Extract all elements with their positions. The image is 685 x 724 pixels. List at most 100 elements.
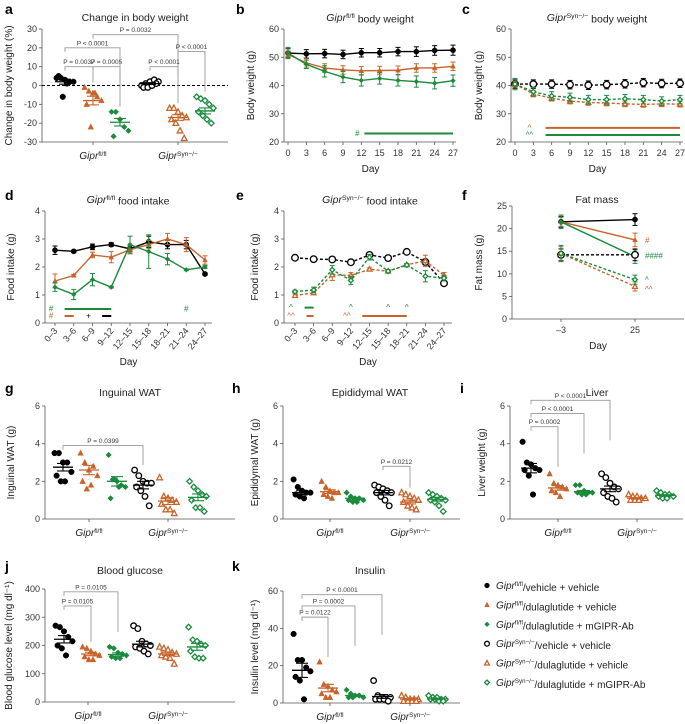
data-point: [340, 74, 346, 80]
genotype-superscript: fl/fl: [335, 712, 344, 719]
significance-annotation: ^: [349, 303, 353, 312]
significance-annotation: ^^: [343, 312, 407, 321]
x-axis-label: Day: [589, 341, 607, 352]
gene-name: Gipr: [390, 712, 410, 723]
y-tick-label: 2: [35, 476, 40, 486]
y-tick-label: 3: [35, 234, 40, 244]
data-point: [402, 247, 411, 256]
legend: Giprfl/fl/vehicle + vehicle Giprfl/fl/dul…: [483, 581, 646, 691]
data-group: [424, 488, 450, 516]
group-label: Giprfl/fl: [75, 528, 103, 539]
legend-item: Giprfl/fl/vehicle + vehicle: [484, 581, 600, 594]
data-point: [412, 696, 421, 705]
y-axis-label: Food intake (g): [250, 233, 261, 300]
y-tick-label: 200: [25, 641, 40, 651]
x-tick-label: 0–3: [282, 326, 299, 344]
significance-bracket: [177, 51, 206, 92]
p-value-label: P = 0.0105: [62, 598, 94, 605]
data-group: [185, 477, 211, 516]
panel-title: Giprfl/fl body weight: [326, 12, 414, 26]
data-point: [328, 494, 336, 501]
data-point: [110, 645, 117, 652]
series-line: [560, 252, 636, 288]
data-point: [307, 668, 314, 675]
y-tick-label: 0: [500, 514, 505, 524]
data-point: [91, 89, 99, 96]
legend-label: Giprfl/fl/dulaglutide + vehicle: [496, 600, 617, 613]
panel-j: j Blood glucose 0 100 200 300 400 Blood glucose…: [4, 558, 235, 722]
p-value-label: P < 0.0001: [555, 393, 587, 400]
data-point: [435, 502, 443, 510]
data-point: [300, 495, 308, 502]
data-point: [207, 119, 215, 127]
data-point: [676, 79, 684, 88]
gene-name: Gipr: [496, 620, 516, 631]
x-tick-label: 24: [657, 148, 667, 158]
data-point: [87, 481, 95, 488]
data-point: [608, 494, 616, 502]
data-point: [197, 94, 205, 103]
data-point: [431, 47, 438, 54]
gene-name: Gipr: [326, 12, 346, 24]
treatment-label: /dulaglutide + vehicle: [535, 661, 629, 672]
data-point: [290, 476, 297, 483]
significance-annotation: ^^: [287, 312, 314, 321]
data-point: [635, 495, 643, 504]
significance-annotation: ^: [405, 303, 409, 312]
data-point: [81, 83, 88, 90]
data-point: [185, 477, 194, 486]
data-point: [401, 490, 410, 498]
y-tick-label: 20: [27, 43, 37, 53]
panel-letter: h: [232, 380, 241, 396]
data-point: [395, 77, 401, 84]
data-point: [108, 254, 115, 260]
significance-bracket: [64, 47, 121, 88]
series-line: [287, 49, 454, 56]
data-point: [366, 253, 373, 261]
p-value-label: P = 0.0105: [75, 584, 107, 591]
genotype-superscript: Syn−/−: [167, 528, 188, 535]
data-group: [184, 623, 210, 662]
data-group: [77, 449, 101, 492]
data-point: [202, 256, 208, 263]
data-point: [166, 653, 174, 662]
data-point: [209, 104, 218, 112]
data-point: [663, 494, 671, 503]
significance-marker: ^^: [526, 130, 534, 139]
legend-marker: [483, 640, 491, 647]
panel-title: Insulin: [355, 565, 386, 577]
data-point: [202, 271, 208, 277]
y-tick-label: 25: [497, 201, 507, 211]
data-point: [340, 51, 346, 58]
p-value-label: P = 0.0002: [529, 419, 561, 426]
data-point: [174, 107, 182, 115]
data-point: [333, 688, 340, 695]
data-series: [285, 46, 456, 90]
data-point: [631, 250, 639, 259]
text-rest: Blood glucose: [97, 565, 163, 577]
data-point: [169, 103, 178, 111]
significance-bracket: [64, 66, 94, 83]
gene-name: Gipr: [148, 711, 168, 722]
legend-marker: [484, 582, 490, 589]
significance-annotation: ^: [645, 276, 649, 285]
data-point: [316, 658, 323, 665]
data-point: [291, 288, 299, 295]
series-line: [560, 221, 636, 241]
genotype-superscript: fl/fl: [98, 151, 107, 158]
data-point: [530, 88, 537, 96]
data-group: [343, 686, 367, 701]
data-group: [397, 691, 423, 705]
data-series: [557, 248, 639, 262]
series-line: [515, 81, 681, 86]
treatment-label: /vehicle + vehicle: [535, 641, 612, 652]
x-tick-label: 0: [285, 148, 290, 158]
data-point: [83, 644, 91, 651]
data-point: [85, 656, 93, 663]
y-tick-label: 0: [274, 318, 279, 328]
significance-marker: ^: [645, 276, 649, 285]
data-point: [450, 47, 456, 54]
data-series: [52, 234, 208, 300]
data-point: [89, 243, 96, 250]
data-point: [343, 489, 350, 496]
